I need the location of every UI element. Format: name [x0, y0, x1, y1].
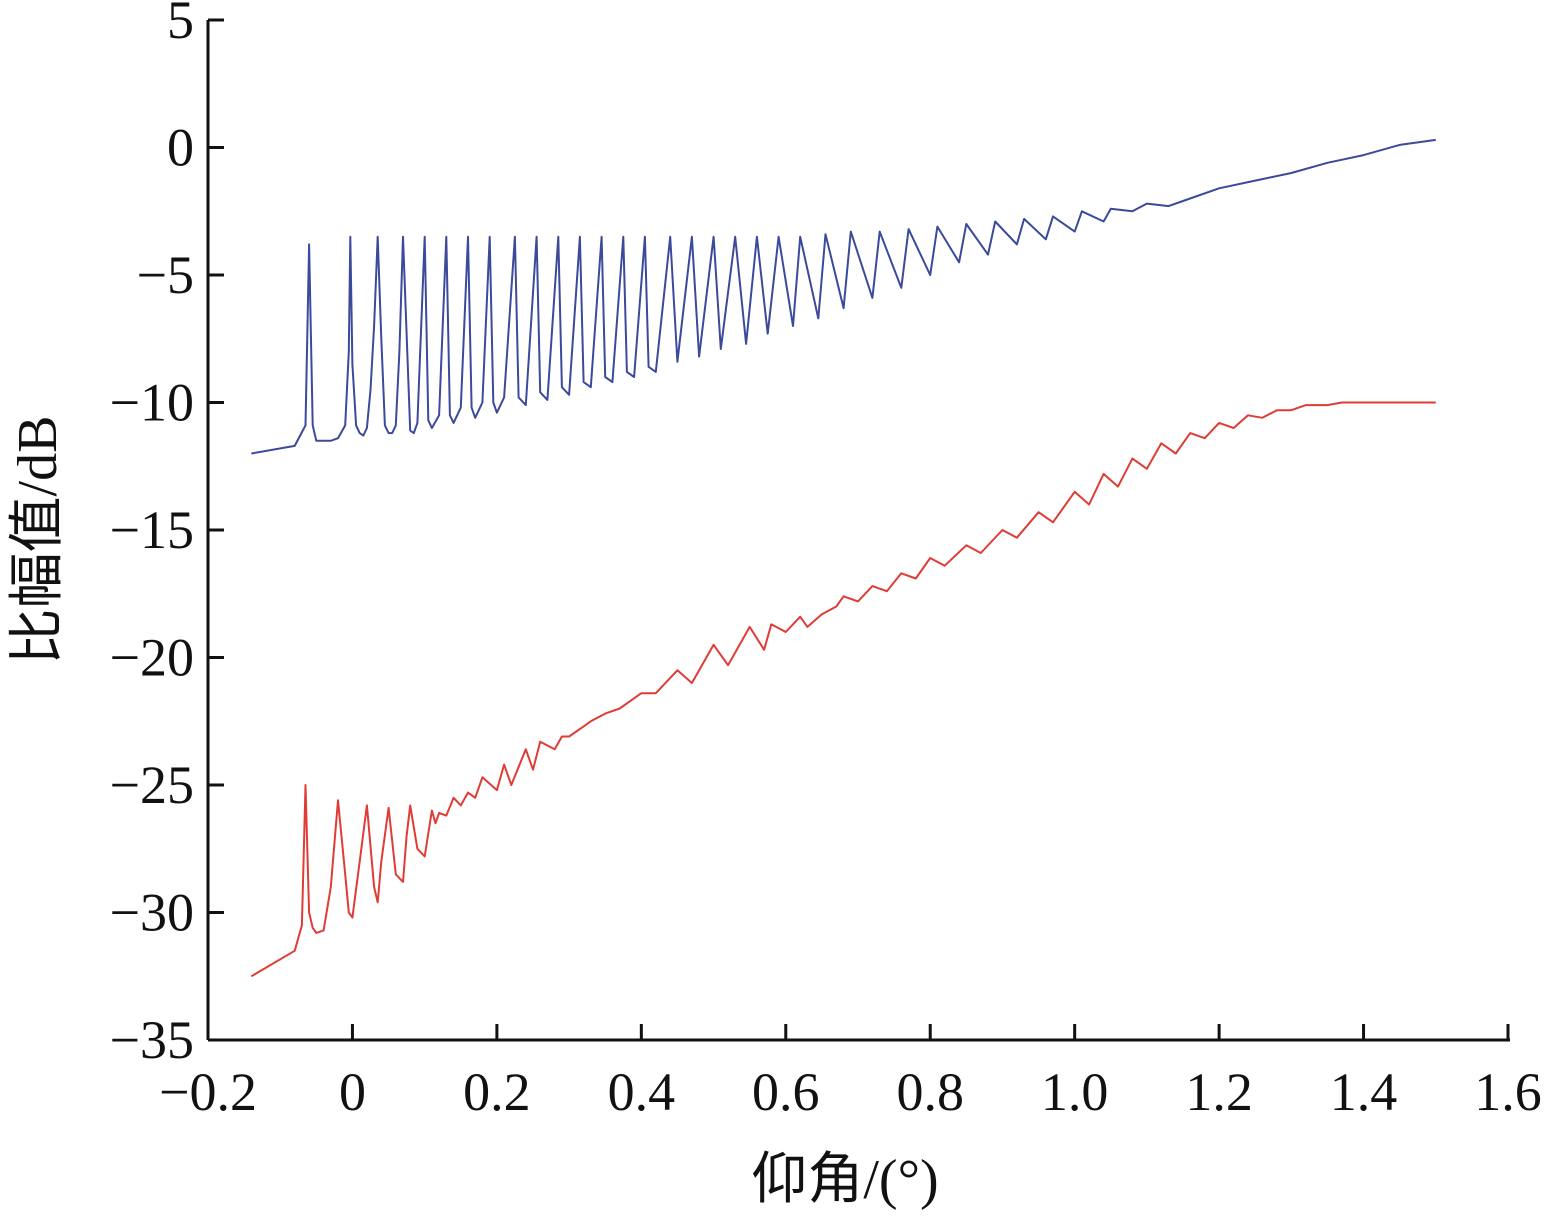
y-tick-label: −15	[110, 500, 194, 560]
y-tick-label: −35	[110, 1010, 194, 1070]
x-tick-label: 0.8	[896, 1062, 964, 1122]
x-tick-label: 1.2	[1185, 1062, 1253, 1122]
y-axis-title: 比幅值/dB	[7, 416, 69, 665]
y-tick-label: −25	[110, 755, 194, 815]
y-tick-label: −5	[137, 245, 194, 305]
y-tick-label: −20	[110, 628, 194, 688]
x-tick-label: 1.6	[1474, 1062, 1542, 1122]
series-line-1	[251, 138, 1436, 455]
y-tick-label: −10	[110, 373, 194, 433]
x-tick-label: 0	[339, 1062, 366, 1122]
x-ticks: −0.2 0 0.2 0.4 0.6 0.8 1.0 1.2 1.4 1.6	[159, 1024, 1542, 1122]
axes	[206, 20, 1510, 1042]
x-tick-label: 1.0	[1041, 1062, 1109, 1122]
x-tick-label: −0.2	[159, 1062, 257, 1122]
y-tick-label: 0	[167, 118, 194, 178]
x-tick-label: 0.6	[752, 1062, 820, 1122]
series-line-2	[250, 401, 1436, 978]
x-tick-label: 0.4	[608, 1062, 676, 1122]
y-ticks: 5 0 −5 −10 −15 −20 −25 −30 −35	[110, 0, 224, 1070]
x-tick-label: 1.4	[1330, 1062, 1398, 1122]
series-layer	[250, 138, 1436, 978]
x-axis-title: 仰角/(°)	[751, 1149, 938, 1211]
x-tick-label: 0.2	[463, 1062, 531, 1122]
y-tick-label: −30	[110, 883, 194, 943]
y-tick-label: 5	[167, 0, 194, 50]
